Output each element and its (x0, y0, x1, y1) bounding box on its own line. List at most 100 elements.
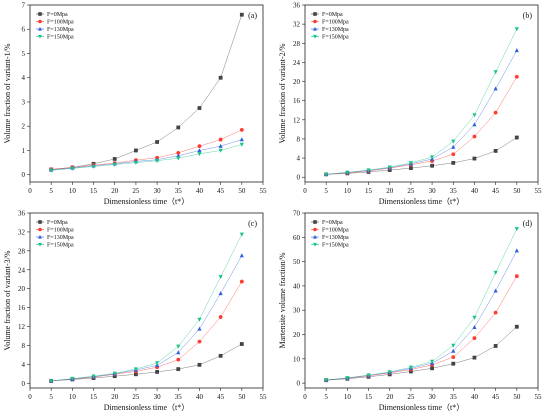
legend-marker (38, 19, 42, 24)
data-point (493, 110, 498, 115)
legend-marker (38, 220, 42, 224)
series-line (326, 228, 518, 381)
x-tick-label: 50 (238, 187, 246, 195)
legend-label: F=0Mpa (322, 12, 343, 18)
data-point (472, 324, 477, 329)
data-point (514, 274, 519, 279)
data-point (133, 160, 138, 165)
x-tick-label: 40 (471, 187, 479, 195)
y-tick-label: 10 (293, 355, 301, 363)
data-point (218, 137, 223, 142)
legend-label: F=0Mpa (47, 220, 68, 226)
legend-label: F=0Mpa (47, 12, 68, 18)
data-point (197, 326, 202, 331)
panel-label: (d) (523, 219, 533, 228)
series-4 (324, 27, 519, 177)
y-tick-label: 24 (293, 59, 301, 67)
legend-marker (313, 19, 317, 24)
x-tick-label: 35 (175, 187, 183, 195)
x-tick-label: 10 (344, 187, 352, 195)
legend-marker (313, 26, 317, 31)
y-tick-label: 12 (293, 116, 301, 124)
x-tick-label: 25 (407, 187, 415, 195)
panel-label: (a) (248, 11, 257, 20)
data-point (430, 366, 434, 371)
data-point (197, 339, 202, 344)
y-tick-label: 0 (297, 380, 301, 388)
data-point (239, 342, 244, 346)
y-axis-label: Volume fraction of variant-1/% (3, 43, 12, 143)
data-point (430, 155, 435, 160)
legend-label: F=130Mpa (322, 27, 349, 33)
x-tick-label: 45 (492, 187, 500, 195)
x-tick-label: 50 (513, 187, 521, 195)
data-point (239, 142, 244, 147)
x-tick-label: 35 (450, 393, 458, 401)
data-point (133, 367, 138, 372)
data-point (218, 315, 223, 319)
x-tick-label: 10 (69, 393, 77, 401)
data-point (345, 170, 350, 175)
legend-label: F=150Mpa (322, 243, 349, 249)
data-point (176, 357, 181, 362)
legend-label: F=100Mpa (47, 228, 74, 234)
y-axis-label: Martensite volume fraction/% (278, 252, 287, 348)
data-point (197, 144, 202, 149)
x-axis-label: Dimensionless time（t*） (104, 197, 190, 206)
data-point (409, 166, 413, 171)
data-point (197, 362, 202, 367)
data-point (197, 148, 202, 153)
data-point (176, 125, 181, 130)
x-tick-label: 5 (49, 187, 53, 195)
legend-marker (38, 12, 42, 16)
data-point (472, 315, 477, 320)
series-1 (324, 324, 519, 383)
data-point (430, 163, 434, 168)
data-point (472, 134, 477, 139)
data-point (408, 365, 413, 370)
y-tick-label: 6 (22, 26, 26, 34)
y-tick-label: 0 (22, 171, 26, 179)
x-tick-label: 25 (132, 187, 140, 195)
data-point (239, 253, 244, 258)
y-tick-label: 30 (293, 307, 301, 315)
data-point (91, 164, 96, 169)
data-point (493, 344, 498, 348)
data-point (472, 122, 477, 127)
legend-marker (38, 227, 42, 232)
legend-marker (38, 34, 42, 39)
y-tick-label: 3 (22, 98, 26, 106)
data-point (451, 355, 456, 360)
x-axis-label: Dimensionless time（t*） (379, 197, 465, 206)
x-tick-label: 55 (535, 187, 543, 195)
series-3 (324, 48, 519, 177)
data-point (345, 376, 350, 381)
series-line (51, 343, 242, 382)
legend-label: F=150Mpa (47, 243, 74, 249)
series-2 (49, 127, 244, 172)
panel-label: (c) (248, 219, 257, 228)
legend-marker (38, 26, 42, 31)
series-line (326, 137, 517, 175)
data-point (366, 168, 371, 173)
x-tick-label: 5 (324, 393, 328, 401)
series-line (326, 326, 517, 381)
chart-panel-2: 0 5 10 15 20 25 30 35 40 45 50 55 0 4 8 12 16 20 24 28 32 36 D… (278, 2, 542, 207)
data-point (176, 156, 181, 161)
x-tick-label: 35 (175, 393, 183, 401)
data-point (239, 127, 244, 132)
x-tick-label: 25 (132, 393, 140, 401)
chart-panel-4: 0 5 10 15 20 25 30 35 40 45 50 55 0 10 20 30 40 50 60 70 Dim… (278, 210, 542, 413)
data-point (112, 157, 117, 161)
x-tick-label: 50 (238, 393, 246, 401)
series-4 (49, 142, 244, 173)
y-tick-label: 70 (293, 210, 301, 218)
plot-frame (29, 212, 264, 389)
y-tick-label: 36 (293, 2, 301, 10)
y-tick-label: 8 (22, 342, 26, 350)
legend-marker (313, 227, 317, 232)
data-point (70, 376, 75, 381)
x-tick-label: 15 (365, 393, 373, 401)
